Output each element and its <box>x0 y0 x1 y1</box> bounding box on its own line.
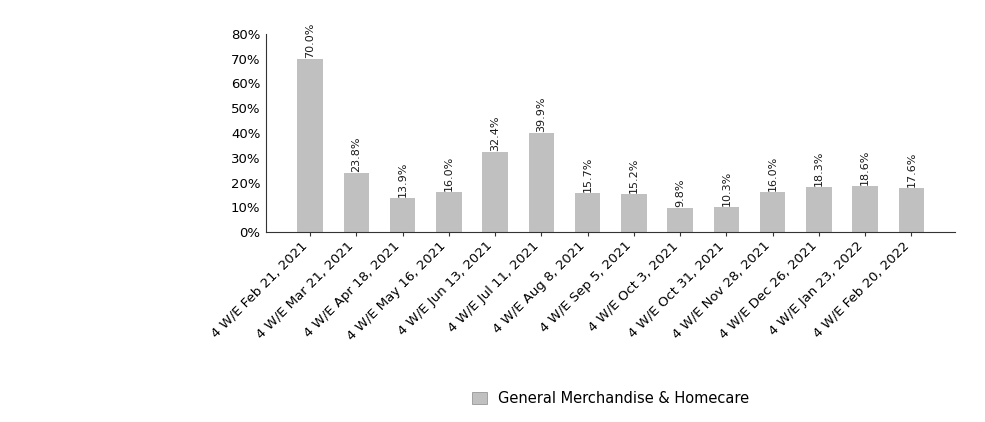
Text: 15.7%: 15.7% <box>582 157 593 192</box>
Bar <box>668 208 692 232</box>
Bar <box>390 197 416 232</box>
Text: 18.6%: 18.6% <box>860 150 870 185</box>
Text: 9.8%: 9.8% <box>675 179 686 207</box>
Bar <box>344 173 369 232</box>
Bar <box>436 192 462 232</box>
Bar <box>575 193 600 232</box>
Text: 16.0%: 16.0% <box>444 156 454 192</box>
Text: 39.9%: 39.9% <box>536 97 547 132</box>
Bar <box>483 152 508 232</box>
Bar <box>713 206 739 232</box>
Text: 15.2%: 15.2% <box>628 158 639 193</box>
Text: 18.3%: 18.3% <box>814 150 823 186</box>
Bar <box>297 59 323 232</box>
Text: 13.9%: 13.9% <box>398 161 408 197</box>
Bar <box>622 195 646 232</box>
Text: 70.0%: 70.0% <box>305 22 315 57</box>
Bar <box>759 192 785 232</box>
Text: 17.6%: 17.6% <box>906 152 916 187</box>
Bar <box>852 186 878 232</box>
Bar <box>529 133 554 232</box>
Text: 16.0%: 16.0% <box>767 156 777 192</box>
Bar <box>806 187 831 232</box>
Text: 32.4%: 32.4% <box>491 115 500 151</box>
Text: 23.8%: 23.8% <box>352 137 361 172</box>
Bar <box>898 189 924 232</box>
Text: 10.3%: 10.3% <box>721 170 731 206</box>
Legend: General Merchandise & Homecare: General Merchandise & Homecare <box>472 391 750 406</box>
